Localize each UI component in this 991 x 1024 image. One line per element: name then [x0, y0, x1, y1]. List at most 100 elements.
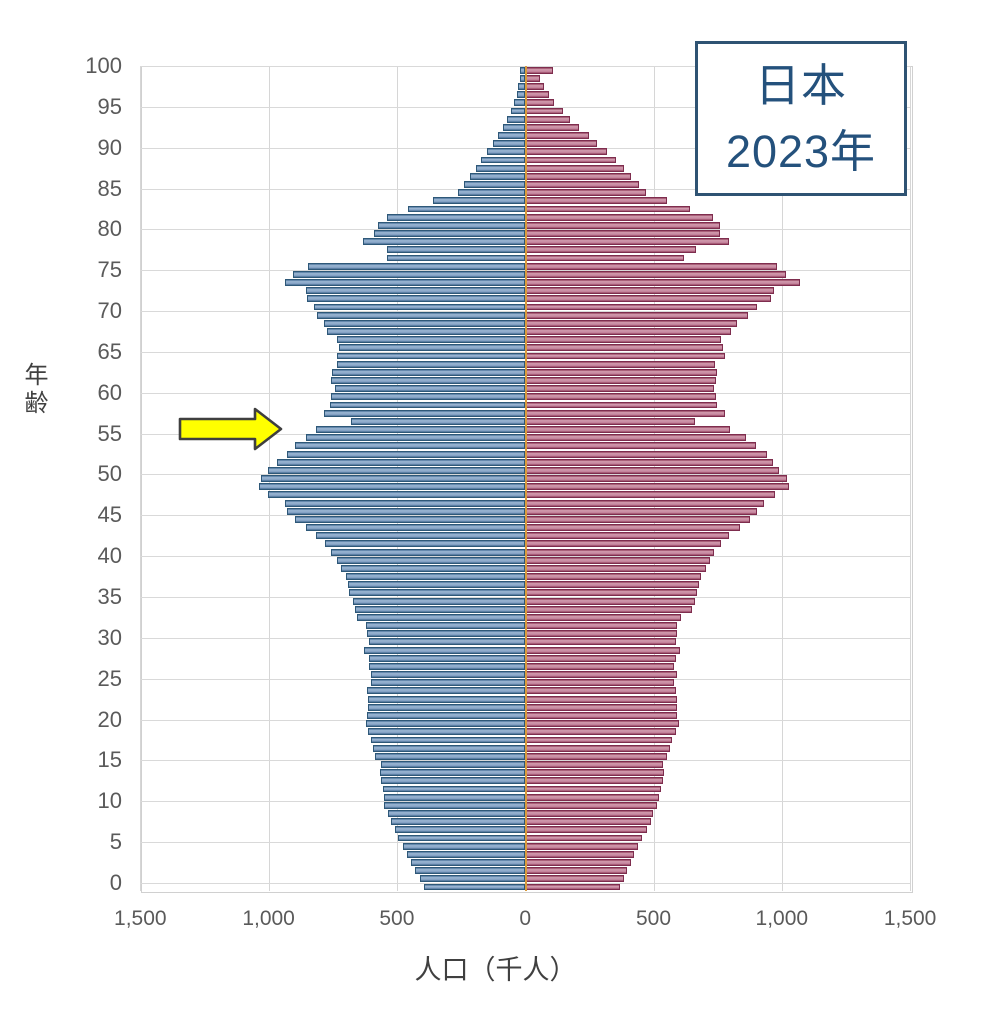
- bar-female-age-74: [525, 279, 800, 286]
- bar-male-age-5: [402, 842, 526, 850]
- y-tick-85: 85: [97, 175, 122, 201]
- bar-male-age-35: [352, 597, 526, 605]
- bar-female-age-97: [525, 91, 549, 99]
- y-tick-15: 15: [97, 747, 122, 773]
- bar-female-age-24: [525, 687, 676, 695]
- bar-female-age-86: [525, 181, 639, 188]
- bar-female-age-45: [525, 515, 750, 523]
- bar-female-age-61: [525, 385, 714, 393]
- bar-female-age-43: [525, 532, 729, 540]
- bar-male-age-44: [306, 524, 526, 532]
- y-tick-60: 60: [97, 379, 122, 405]
- bar-male-age-90: [487, 148, 526, 156]
- bar-male-age-1: [419, 875, 526, 883]
- bar-female-age-68: [525, 328, 732, 335]
- bar-male-age-79: [362, 238, 526, 246]
- bar-female-age-78: [525, 246, 696, 254]
- y-tick-5: 5: [109, 829, 122, 854]
- bar-male-age-30: [369, 638, 526, 646]
- bar-female-age-3: [525, 859, 631, 866]
- bar-female-age-12: [525, 785, 662, 793]
- bar-male-age-21: [366, 712, 526, 719]
- bar-female-age-59: [525, 401, 718, 409]
- bar-male-age-70: [316, 311, 526, 319]
- bar-female-age-29: [525, 646, 680, 654]
- bar-male-age-45: [295, 515, 526, 523]
- bar-female-age-33: [525, 613, 681, 621]
- bar-male-age-42: [324, 540, 526, 548]
- bar-female-age-94: [525, 115, 571, 123]
- bar-female-age-17: [525, 744, 670, 752]
- y-tick-80: 80: [97, 216, 122, 242]
- bar-female-age-63: [525, 368, 718, 376]
- bar-male-age-50: [260, 475, 526, 482]
- y-tick-50: 50: [97, 461, 122, 487]
- bar-female-age-84: [525, 197, 667, 205]
- bar-male-age-38: [345, 573, 526, 581]
- bar-female-age-77: [525, 254, 685, 262]
- bar-female-age-96: [525, 99, 554, 107]
- bar-male-age-88: [475, 164, 526, 172]
- bar-female-age-32: [525, 622, 678, 630]
- x-tick-4: 500: [635, 907, 672, 930]
- bar-male-age-34: [355, 605, 526, 613]
- bar-female-age-69: [525, 319, 737, 327]
- bar-female-age-53: [525, 450, 768, 458]
- bar-male-age-31: [366, 630, 526, 638]
- y-tick-55: 55: [97, 420, 122, 446]
- bar-male-age-77: [387, 254, 526, 262]
- bar-female-age-70: [525, 311, 749, 319]
- bar-male-age-76: [308, 262, 526, 270]
- bar-female-age-46: [525, 507, 758, 515]
- chart-title-line2: 2023年: [725, 125, 877, 177]
- y-tick-25: 25: [97, 665, 122, 691]
- bar-female-age-39: [525, 564, 706, 572]
- bar-female-age-18: [525, 736, 673, 744]
- y-tick-45: 45: [97, 502, 122, 528]
- bar-female-age-92: [525, 132, 590, 139]
- bar-female-age-44: [525, 524, 740, 532]
- bar-male-age-81: [377, 221, 526, 229]
- x-tick-3: 0: [519, 907, 532, 930]
- bar-male-age-11: [384, 793, 526, 801]
- bar-female-age-14: [525, 769, 664, 777]
- bar-male-age-39: [341, 564, 526, 572]
- bar-female-age-79: [525, 238, 730, 246]
- bar-male-age-54: [295, 442, 526, 450]
- bar-female-age-87: [525, 172, 631, 180]
- bar-female-age-66: [525, 344, 723, 352]
- bar-male-age-6: [398, 834, 526, 842]
- gridline-vertical: [910, 66, 912, 891]
- bar-female-age-83: [525, 205, 690, 213]
- bar-female-age-23: [525, 695, 677, 703]
- bar-female-age-56: [525, 426, 731, 433]
- bar-male-age-89: [481, 156, 526, 164]
- bar-male-age-63: [332, 368, 526, 376]
- bar-male-age-95: [510, 107, 526, 115]
- bar-male-age-25: [370, 679, 526, 687]
- bar-male-age-18: [370, 736, 526, 744]
- bar-female-age-36: [525, 589, 698, 597]
- chart-title-line1: 日本: [754, 60, 847, 112]
- bar-male-age-57: [350, 417, 526, 425]
- bar-male-age-66: [339, 344, 526, 352]
- bar-male-age-37: [347, 581, 526, 589]
- bar-male-age-41: [331, 548, 526, 556]
- bar-male-age-84: [433, 197, 526, 205]
- bar-male-age-32: [366, 622, 526, 630]
- gridline-vertical: [140, 66, 142, 891]
- y-tick-20: 20: [97, 706, 122, 732]
- bar-female-age-1: [525, 875, 624, 883]
- bar-female-age-31: [525, 630, 677, 638]
- bar-female-age-51: [525, 466, 780, 474]
- bar-female-age-15: [525, 761, 664, 768]
- bar-male-age-15: [380, 761, 526, 768]
- bar-male-age-85: [457, 189, 526, 197]
- bar-male-age-22: [367, 703, 526, 711]
- bar-male-age-87: [470, 172, 526, 180]
- y-tick-75: 75: [97, 257, 122, 283]
- bar-male-age-46: [286, 507, 526, 515]
- bar-female-age-50: [525, 475, 787, 482]
- bar-female-age-26: [525, 671, 677, 679]
- bar-female-age-25: [525, 679, 674, 687]
